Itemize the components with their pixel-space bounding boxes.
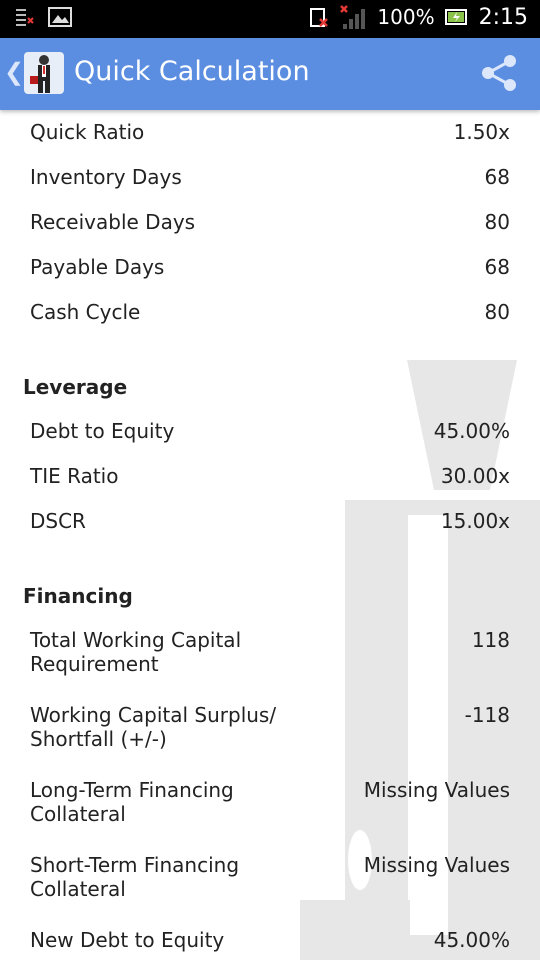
- row-long-term-financing: Long-Term Financing Collateral Missing V…: [30, 778, 510, 826]
- share-icon[interactable]: [478, 52, 520, 94]
- row-new-debt-to-equity: New Debt to Equity 45.00%: [30, 928, 510, 952]
- row-cash-cycle: Cash Cycle 80: [30, 300, 510, 324]
- row-value: 45.00%: [433, 419, 510, 443]
- row-value: Missing Values: [363, 853, 510, 877]
- clock: 2:15: [478, 4, 528, 30]
- row-label: Debt to Equity: [30, 419, 175, 443]
- businessman-watermark-icon: [300, 360, 540, 960]
- row-value: 80: [484, 210, 510, 234]
- row-label: Receivable Days: [30, 210, 196, 234]
- section-title-financing: Financing: [23, 584, 133, 608]
- signal-icon: [340, 5, 366, 29]
- row-value: 118: [471, 628, 510, 652]
- row-value: 45.00%: [433, 928, 510, 952]
- row-total-working-capital: Total Working Capital Requirement 118: [30, 628, 510, 676]
- status-bar: 100% 2:15: [0, 0, 540, 38]
- row-inventory-days: Inventory Days 68: [30, 165, 510, 189]
- page-title: Quick Calculation: [74, 56, 310, 87]
- image-icon: [48, 7, 72, 27]
- row-value: -118: [464, 703, 510, 727]
- row-label: TIE Ratio: [30, 464, 119, 488]
- app-logo-icon[interactable]: [24, 52, 64, 94]
- row-quick-ratio: Quick Ratio 1.50x: [30, 120, 510, 144]
- row-label: Short-Term Financing Collateral: [30, 853, 240, 901]
- app-bar: ❮ Quick Calculation: [0, 38, 540, 110]
- row-value: 30.00x: [440, 464, 510, 488]
- row-value: 68: [484, 255, 510, 279]
- row-value: 15.00x: [440, 509, 510, 533]
- row-label: Long-Term Financing Collateral: [30, 778, 234, 826]
- section-title-leverage: Leverage: [23, 375, 128, 399]
- row-payable-days: Payable Days 68: [30, 255, 510, 279]
- row-label: Inventory Days: [30, 165, 182, 189]
- row-short-term-financing: Short-Term Financing Collateral Missing …: [30, 853, 510, 901]
- row-value: 68: [484, 165, 510, 189]
- row-value: 80: [484, 300, 510, 324]
- results-list[interactable]: Quick Ratio 1.50x Inventory Days 68 Rece…: [0, 110, 540, 960]
- back-icon[interactable]: ❮: [4, 59, 25, 86]
- sim-missing-icon: [310, 8, 329, 27]
- row-value: 1.50x: [453, 120, 510, 144]
- row-dscr: DSCR 15.00x: [30, 509, 510, 533]
- row-working-capital-surplus: Working Capital Surplus/ Shortfall (+/-)…: [30, 703, 510, 751]
- row-label: Working Capital Surplus/ Shortfall (+/-): [30, 703, 277, 751]
- row-tie-ratio: TIE Ratio 30.00x: [30, 464, 510, 488]
- row-label: Quick Ratio: [30, 120, 145, 144]
- battery-charging-icon: [444, 9, 467, 25]
- row-label: Total Working Capital Requirement: [30, 628, 242, 676]
- row-label: New Debt to Equity: [30, 928, 225, 952]
- row-debt-to-equity: Debt to Equity 45.00%: [30, 419, 510, 443]
- row-value: Missing Values: [363, 778, 510, 802]
- row-label: Cash Cycle: [30, 300, 141, 324]
- row-receivable-days: Receivable Days 80: [30, 210, 510, 234]
- notification-list-icon: [16, 9, 34, 26]
- row-label: Payable Days: [30, 255, 165, 279]
- row-label: DSCR: [30, 509, 86, 533]
- battery-percent: 100%: [377, 5, 435, 29]
